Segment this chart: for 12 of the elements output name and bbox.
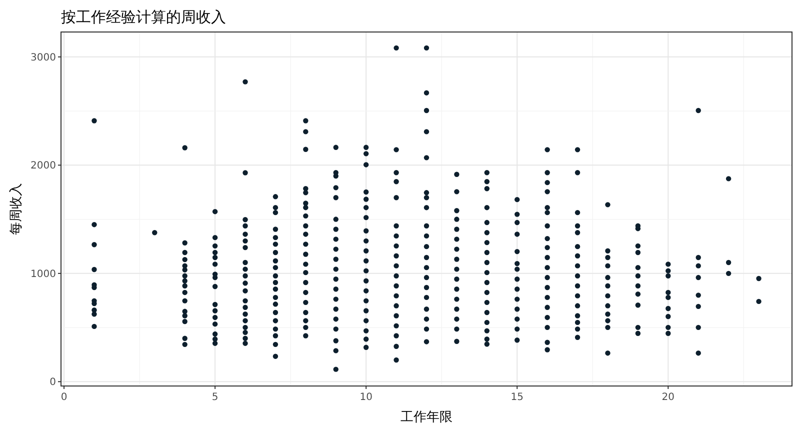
x-tick-label: 5 [212, 392, 218, 403]
x-tick-label: 20 [662, 392, 675, 403]
x-tick-label: 10 [360, 392, 372, 403]
y-tick-label: 0 [50, 377, 56, 388]
y-tick-label: 1000 [30, 268, 56, 280]
x-axis-title: 工作年限 [400, 410, 452, 425]
x-tick-label: 15 [510, 392, 524, 403]
y-tick-label: 2000 [30, 160, 56, 172]
x-tick-label: 0 [60, 392, 68, 403]
y-tick-label: 3000 [30, 52, 56, 64]
chart-title: 按工作经验计算的周收入 [61, 8, 226, 26]
y-axis-title: 每周收入 [9, 183, 24, 235]
